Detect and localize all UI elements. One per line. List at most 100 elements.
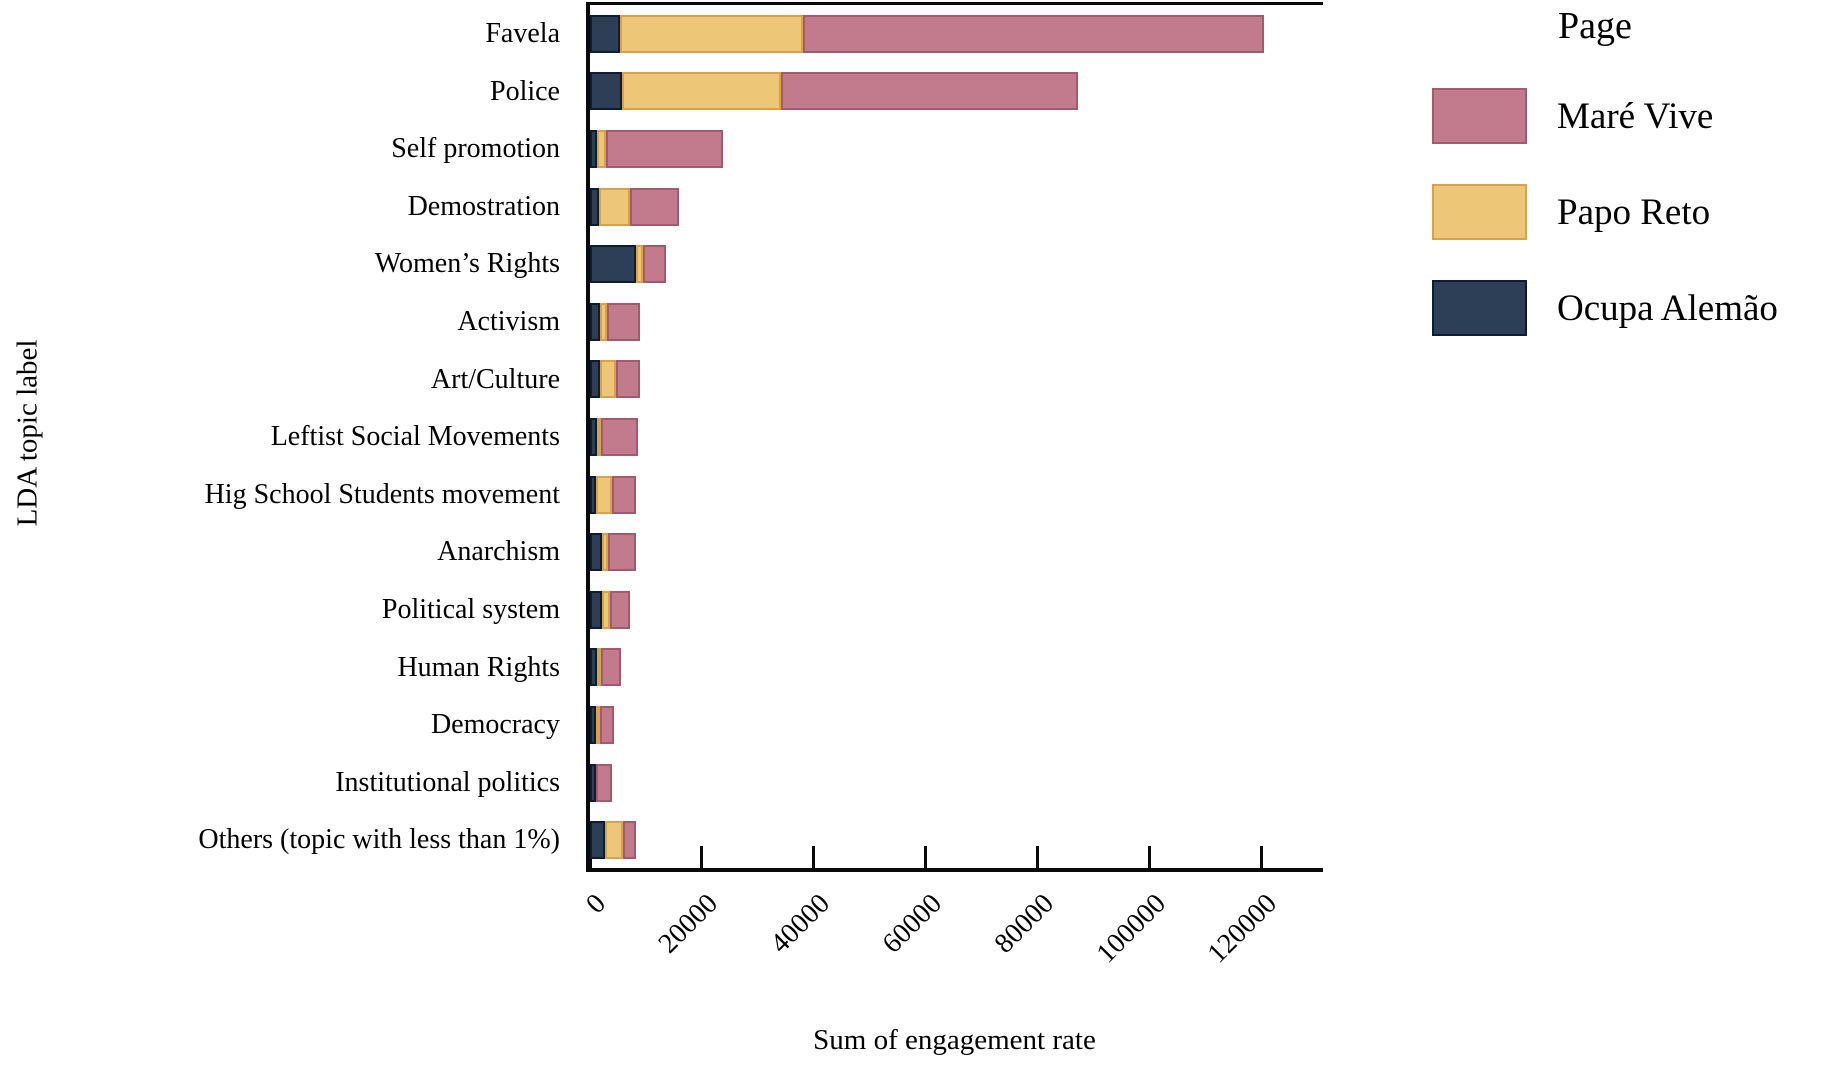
bar-segment-ocupa-alemão [590,533,602,572]
category-label: Women’s Rights [374,248,560,280]
bar-row: Hig School Students movement [0,466,1323,524]
bar-track [586,360,1323,399]
bar-segment-papo-reto [600,360,616,399]
stacked-bar [590,245,667,284]
bar-segment-maré-vive [612,475,636,514]
bar-segment-maré-vive [596,763,613,802]
bar-segment-ocupa-alemão [590,648,598,687]
x-axis-tick [812,846,816,868]
stacked-bar [590,821,636,860]
bar-segment-papo-reto [597,129,606,168]
bar-segment-ocupa-alemão [590,129,598,168]
bar-segment-maré-vive [610,590,630,629]
x-axis-tick-labels: 0 20000 40000 60000 80000 100000 120000 [580,880,1323,1010]
bar-segment-papo-reto [597,417,602,456]
bar-segment-papo-reto [619,14,803,53]
stacked-bar [590,763,613,802]
category-label: Activism [457,306,560,338]
bar-track [586,14,1323,53]
stacked-bar [590,302,640,341]
stacked-bar [590,360,640,399]
legend-swatch-papo-reto [1432,184,1527,240]
category-label: Institutional politics [335,766,560,798]
bar-segment-ocupa-alemão [590,302,601,341]
stacked-bar [590,187,679,226]
bar-track [586,763,1323,802]
bar-segment-papo-reto [601,590,611,629]
bar-segment-maré-vive [622,821,636,860]
bar-segment-papo-reto [596,475,613,514]
x-axis-tick [1259,846,1263,868]
x-axis-tick [1036,846,1040,868]
bar-segment-papo-reto [601,533,609,572]
stacked-bar [590,14,1265,53]
x-axis-title: Sum of engagement rate [813,1024,1096,1056]
bar-row: Others (topic with less than 1%) [0,811,1323,869]
bar-segment-papo-reto [605,821,623,860]
bar-segment-papo-reto [621,72,782,111]
x-tick-label: 0 [580,888,612,920]
bar-segment-maré-vive [600,705,614,744]
bar-track [586,417,1323,456]
bar-segment-papo-reto [596,705,601,744]
x-tick-label: 100000 [1090,888,1172,970]
bar-segment-ocupa-alemão [590,475,597,514]
stacked-bar [590,72,1079,111]
x-tick-label: 60000 [876,888,948,960]
bar-segment-maré-vive [615,360,640,399]
bar-track [586,129,1323,168]
category-label: Favela [485,18,560,50]
bar-segment-ocupa-alemão [590,590,602,629]
category-label: Anarchism [437,536,560,568]
category-label: Police [490,75,560,107]
bar-track [586,590,1323,629]
legend-label: Maré Vive [1557,95,1714,137]
bar-segment-maré-vive [643,245,667,284]
x-tick-label: 40000 [764,888,836,960]
bar-segment-ocupa-alemão [590,417,598,456]
legend-item: Papo Reto [1432,184,1778,240]
bar-row: Women’s Rights [0,235,1323,293]
bar-segment-maré-vive [606,302,640,341]
bar-segment-ocupa-alemão [590,245,636,284]
category-label: Human Rights [397,651,560,683]
bar-segment-maré-vive [802,14,1265,53]
bar-row: Political system [0,581,1323,639]
bar-row: Activism [0,293,1323,351]
category-label: Others (topic with less than 1%) [198,824,560,856]
bar-row: Favela [0,5,1323,63]
bar-track [586,245,1323,284]
category-label: Art/Culture [430,363,560,395]
legend-item: Ocupa Alemão [1432,280,1778,336]
bar-row: Police [0,63,1323,121]
bar-track [586,187,1323,226]
bar-rows: Favela Police Self promotion Demostration Wo… [0,5,1323,869]
legend-item: Maré Vive [1432,88,1778,144]
legend-swatch-maré-vive [1432,88,1527,144]
stacked-bar [590,705,614,744]
bar-track [586,705,1323,744]
category-label: Self promotion [391,133,560,165]
stacked-bar [590,417,639,456]
x-axis-tick [924,846,928,868]
bar-segment-maré-vive [630,187,679,226]
bar-segment-ocupa-alemão [590,360,601,399]
bar-row: Self promotion [0,120,1323,178]
bar-track [586,821,1323,860]
bar-segment-maré-vive [608,533,636,572]
stacked-bar [590,533,636,572]
bar-segment-ocupa-alemão [590,821,606,860]
stacked-bar [590,129,723,168]
legend-title: Page [1558,5,1632,47]
bar-row: Demostration [0,178,1323,236]
legend-label: Papo Reto [1557,191,1711,233]
bar-segment-papo-reto [600,302,607,341]
category-label: Demostration [407,190,560,222]
bar-segment-ocupa-alemão [590,14,620,53]
bar-track [586,72,1323,111]
category-label: Leftist Social Movements [270,421,560,453]
stacked-bar [590,475,636,514]
legend-swatch-ocupa-alemão [1432,280,1527,336]
bar-segment-ocupa-alemão [590,705,597,744]
